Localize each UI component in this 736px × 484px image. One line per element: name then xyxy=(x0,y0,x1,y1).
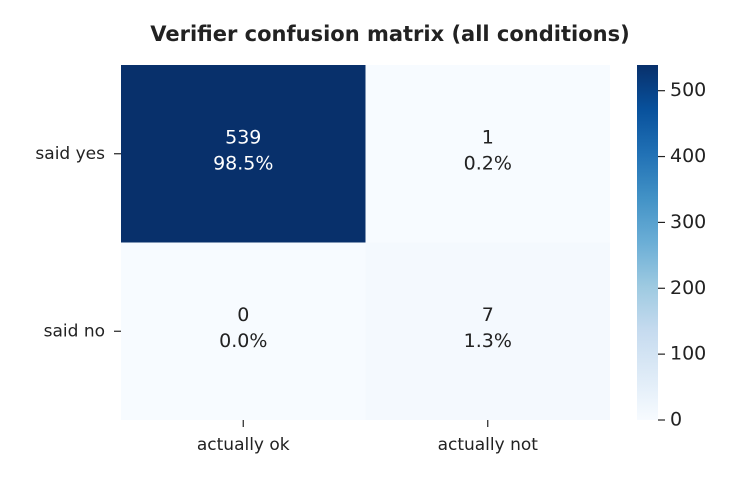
x-tick-label: actually not xyxy=(438,435,539,455)
colorbar-tick-label: 0 xyxy=(670,409,682,431)
colorbar-tick-label: 300 xyxy=(670,211,706,233)
cell-count: 539 xyxy=(225,126,261,148)
cell-share: 0.2% xyxy=(464,152,512,174)
x-tick-label: actually ok xyxy=(197,435,290,455)
cell-share: 1.3% xyxy=(464,330,512,352)
heatmap-cell xyxy=(121,65,366,243)
colorbar-tick-label: 200 xyxy=(670,277,706,299)
heatmap-cell xyxy=(121,242,366,420)
cell-count: 7 xyxy=(482,304,494,326)
cell-share: 98.5% xyxy=(213,152,273,174)
cell-share: 0.0% xyxy=(219,330,267,352)
colorbar-tick-label: 100 xyxy=(670,343,706,365)
heatmap-cell xyxy=(365,65,610,243)
heatmap-cell xyxy=(365,242,610,420)
cell-count: 1 xyxy=(482,126,494,148)
cell-count: 0 xyxy=(237,304,249,326)
colorbar-tick-label: 400 xyxy=(670,145,706,167)
colorbar-tick-label: 500 xyxy=(670,79,706,101)
y-tick-label: said yes xyxy=(35,144,105,164)
colorbar xyxy=(637,65,658,420)
y-tick-label: said no xyxy=(44,321,105,341)
chart-title: Verifier confusion matrix (all condition… xyxy=(150,22,629,46)
